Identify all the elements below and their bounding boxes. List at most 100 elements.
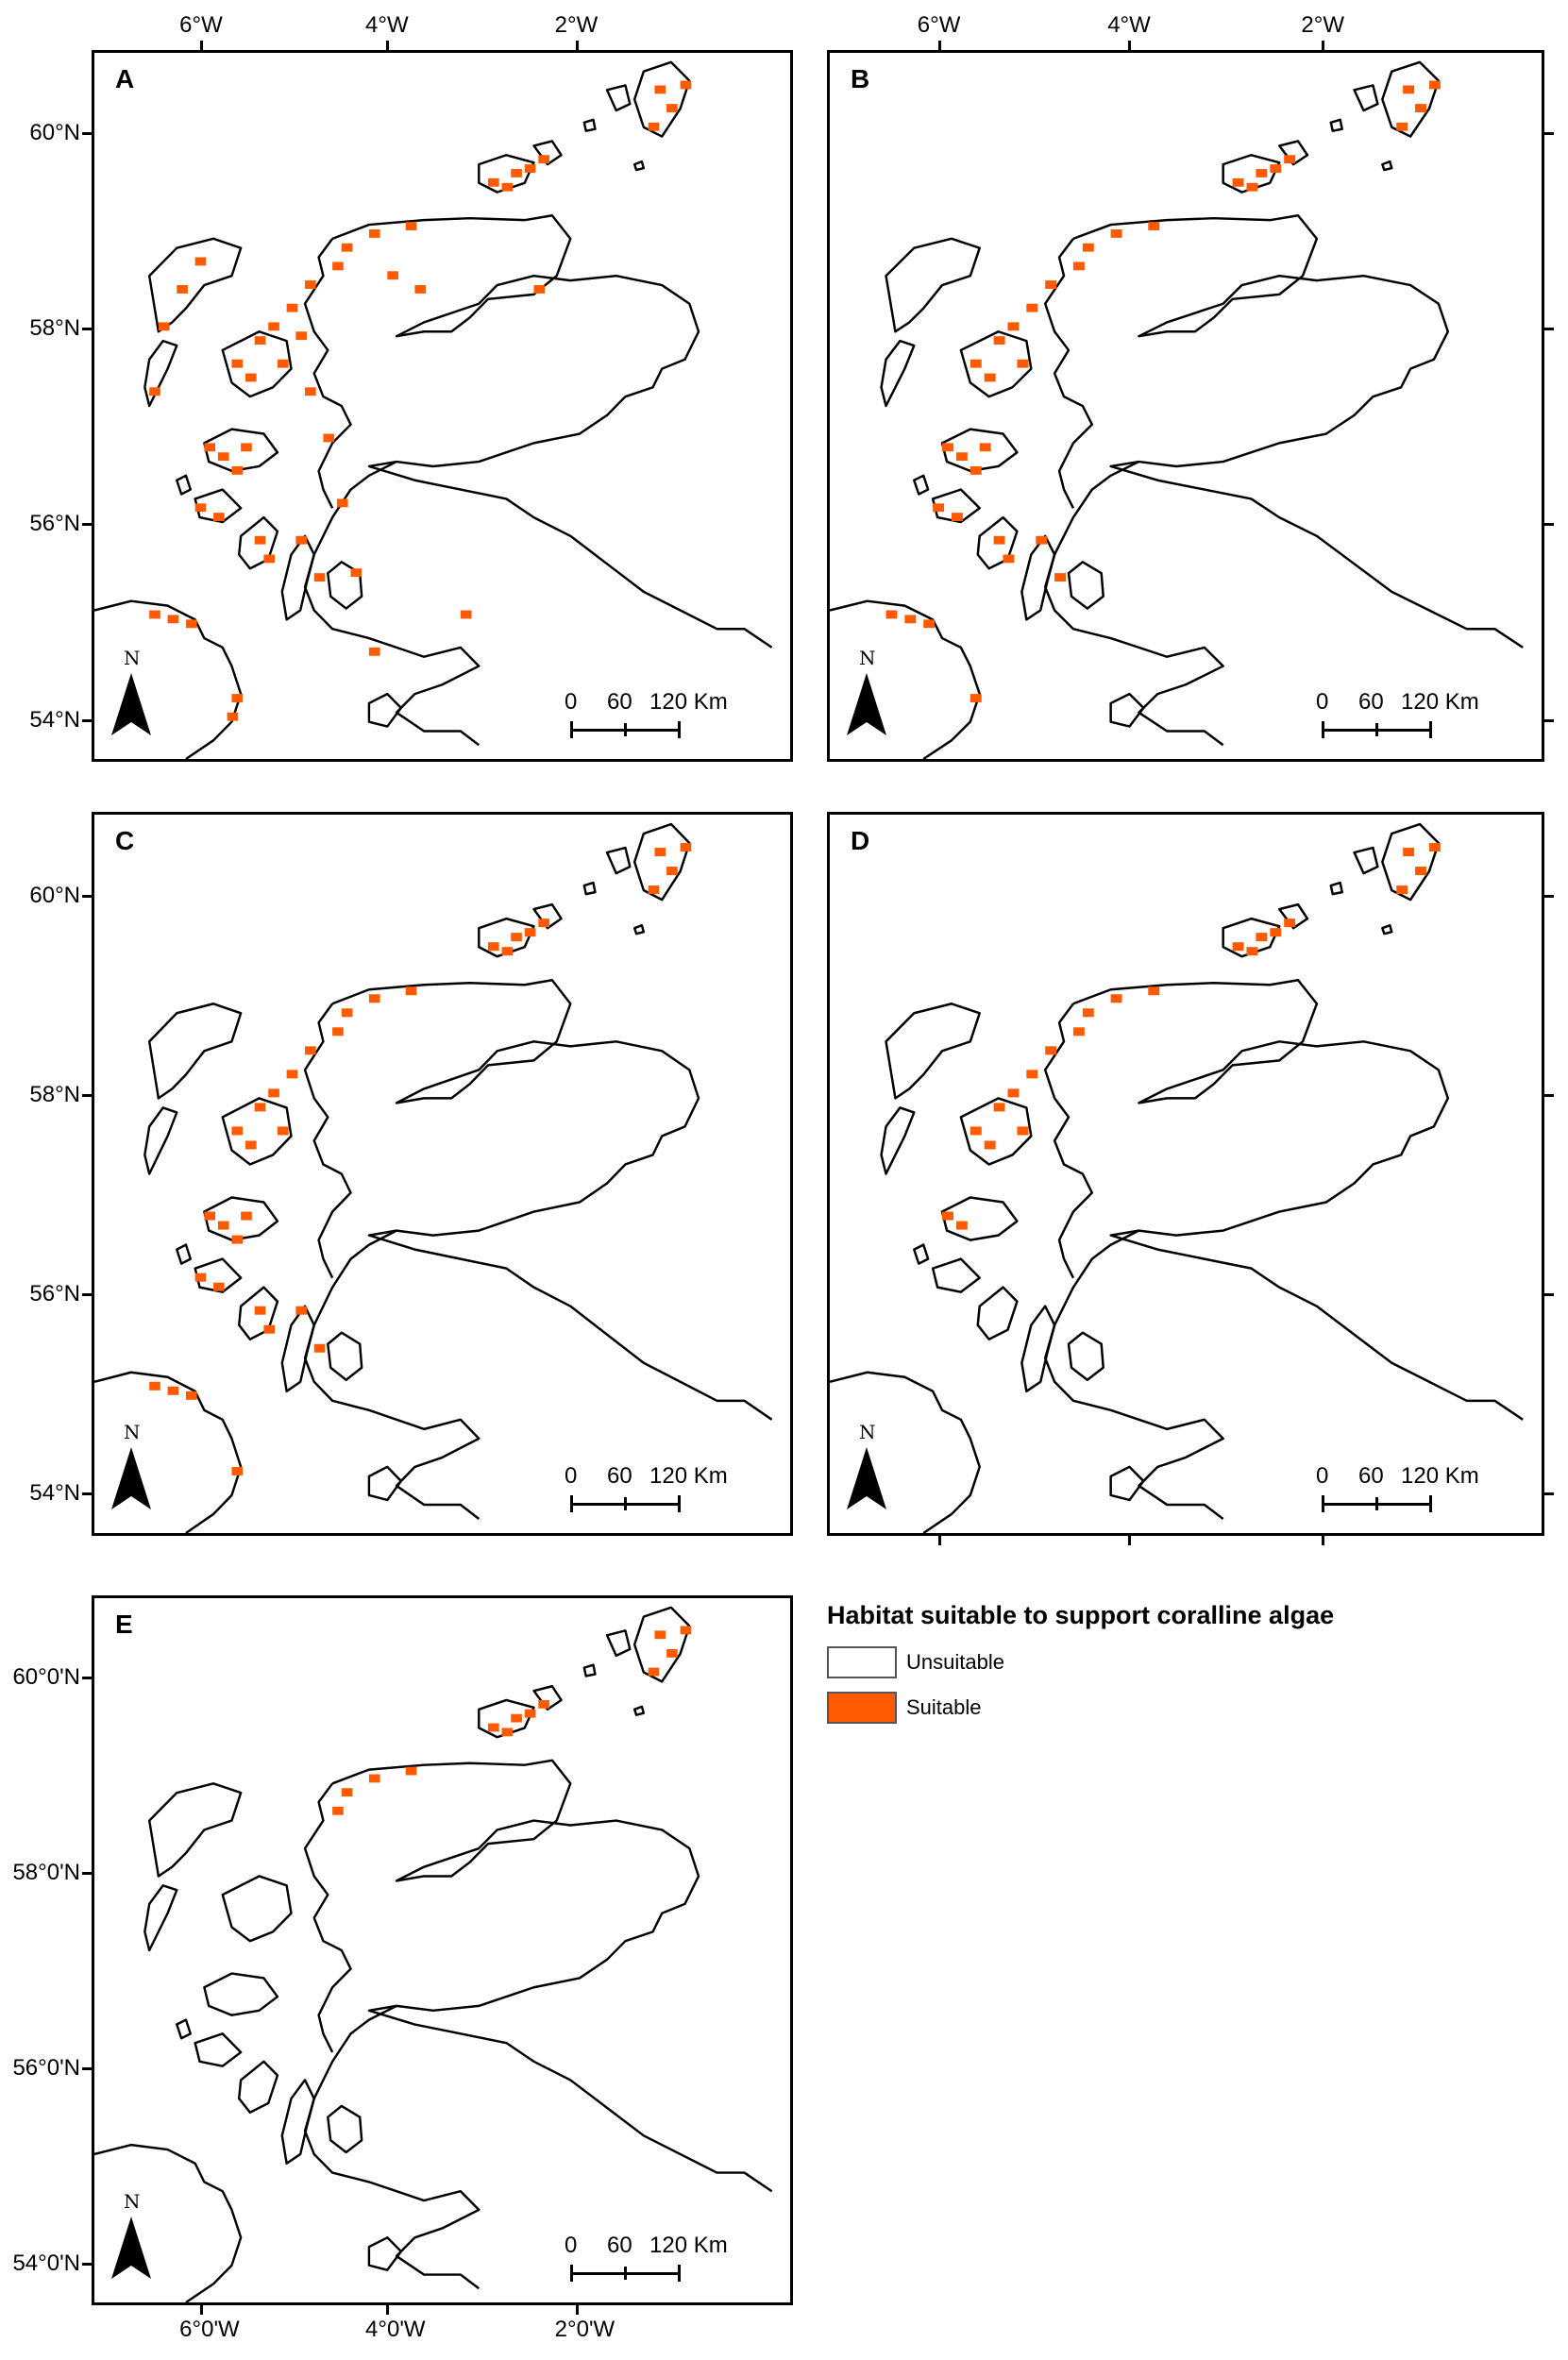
suitable-habitat-patch <box>204 443 216 452</box>
coastline-map <box>94 1606 773 2302</box>
suitable-habitat-patch <box>286 303 298 312</box>
suitable-habitat-patch <box>969 465 982 475</box>
scale-label: 60 <box>607 689 632 715</box>
longitude-tick <box>1128 1536 1132 1545</box>
suitable-habitat-patch <box>1256 933 1268 942</box>
suitable-habitat-patch <box>979 443 991 452</box>
suitable-habitat-patch <box>1110 229 1122 238</box>
panel-label: E <box>115 1610 133 1639</box>
suitable-habitat-patch <box>923 619 936 629</box>
scale-label: 60 <box>1358 689 1384 715</box>
suitable-habitat-patch <box>933 503 945 513</box>
legend-label-suitable: Suitable <box>906 1695 982 1719</box>
map-panel-e: E N 0 60 120 Km <box>92 1595 793 2305</box>
suitable-habitat-patch <box>501 947 514 956</box>
longitude-tick <box>1322 1536 1325 1545</box>
coastline-map <box>94 822 773 1533</box>
legend-title: Habitat suitable to support coralline al… <box>827 1601 1335 1629</box>
latitude-label: 60°0'N <box>12 1664 80 1691</box>
suitable-habitat-patch <box>368 229 380 238</box>
suitable-habitat-patch <box>286 1070 298 1079</box>
suitable-habitat-patch <box>231 1126 244 1136</box>
suitable-habitat-patch <box>1007 1088 1020 1098</box>
suitable-habitat-patch <box>1284 919 1296 928</box>
suitable-habitat-patch <box>1148 222 1160 230</box>
suitable-habitat-patch <box>666 104 678 112</box>
suitable-habitat-patch <box>227 712 239 721</box>
latitude-tick <box>1544 895 1554 899</box>
suitable-habitat-patch <box>217 452 229 462</box>
suitable-habitat-patch <box>254 1306 266 1315</box>
suitable-habitat-patch <box>213 513 225 522</box>
suitable-habitat-patch <box>969 359 982 368</box>
suitable-habitat-patch <box>254 1103 266 1112</box>
suitable-habitat-patch <box>387 271 398 280</box>
suitable-habitat-patch <box>648 122 660 131</box>
longitude-label: 4°W <box>365 12 409 38</box>
scale-bar: 0 60 120 Km <box>565 1463 790 1520</box>
suitable-habitat-patch <box>511 933 522 942</box>
suitable-habitat-patch <box>511 1713 522 1723</box>
north-arrow-icon: N <box>108 2190 155 2284</box>
suitable-habitat-patch <box>955 1221 968 1230</box>
suitable-habitat-patch <box>305 1046 316 1055</box>
suitable-habitat-patch <box>1428 843 1441 852</box>
suitable-habitat-patch <box>524 1709 536 1718</box>
suitable-habitat-patch <box>1110 994 1122 1003</box>
longitude-label: 4°W <box>1107 12 1151 38</box>
suitable-habitat-patch <box>680 843 692 852</box>
suitable-habitat-patch <box>1270 164 1282 173</box>
suitable-habitat-patch <box>969 694 982 702</box>
suitable-habitat-patch <box>524 164 536 173</box>
suitable-habitat-patch <box>1396 122 1408 131</box>
suitable-habitat-patch <box>368 1774 380 1783</box>
suitable-habitat-patch <box>993 1103 1005 1112</box>
north-arrow-icon: N <box>843 1421 890 1515</box>
suitable-habitat-patch <box>533 285 546 294</box>
suitable-habitat-patch <box>904 615 917 624</box>
suitable-habitat-patch <box>942 443 953 452</box>
suitable-habitat-patch <box>204 1211 216 1221</box>
latitude-label: 60°N <box>29 883 80 909</box>
longitude-label: 6°0'W <box>179 2317 240 2342</box>
suitable-habitat-patch <box>1403 848 1415 857</box>
suitable-habitat-patch <box>231 1466 244 1475</box>
suitable-habitat-patch <box>263 554 276 564</box>
latitude-tick <box>1544 131 1554 135</box>
suitable-habitat-patch <box>313 573 326 582</box>
scale-bar: 0 60 120 Km <box>565 2233 790 2289</box>
suitable-habitat-patch <box>323 433 335 443</box>
suitable-habitat-patch <box>951 513 963 522</box>
suitable-habitat-patch <box>1017 359 1029 368</box>
suitable-habitat-patch <box>313 1343 326 1353</box>
panel-label: A <box>115 64 135 93</box>
suitable-habitat-patch <box>666 867 678 876</box>
scale-label: 120 Km <box>649 1463 728 1489</box>
suitable-habitat-patch <box>993 336 1005 346</box>
suitable-habitat-patch <box>1256 169 1268 177</box>
suitable-habitat-patch <box>955 452 968 462</box>
latitude-label: 58°N <box>29 1082 80 1108</box>
north-label: N <box>124 647 141 669</box>
scale-label: 60 <box>1358 1463 1384 1489</box>
suitable-habitat-patch <box>194 503 207 513</box>
suitable-habitat-patch <box>680 1626 692 1635</box>
suitable-habitat-patch <box>414 285 427 294</box>
latitude-tick <box>1544 1094 1554 1098</box>
suitable-habitat-patch <box>241 1211 252 1221</box>
latitude-label: 56°N <box>29 1281 80 1307</box>
scale-label: 120 Km <box>1401 689 1479 715</box>
scale-bar: 0 60 120 Km <box>565 689 790 746</box>
north-arrow-icon: N <box>843 647 890 741</box>
suitable-habitat-patch <box>405 1766 417 1776</box>
suitable-habitat-patch <box>1148 986 1160 996</box>
north-arrow-icon: N <box>108 1421 155 1515</box>
panel-label: C <box>115 826 135 855</box>
longitude-label: 6°W <box>917 12 961 38</box>
latitude-tick <box>1544 328 1554 331</box>
suitable-habitat-patch <box>1026 303 1038 312</box>
suitable-habitat-patch <box>1284 155 1296 164</box>
suitable-habitat-patch <box>1246 182 1258 192</box>
suitable-habitat-patch <box>654 85 666 94</box>
suitable-habitat-patch <box>149 610 160 619</box>
